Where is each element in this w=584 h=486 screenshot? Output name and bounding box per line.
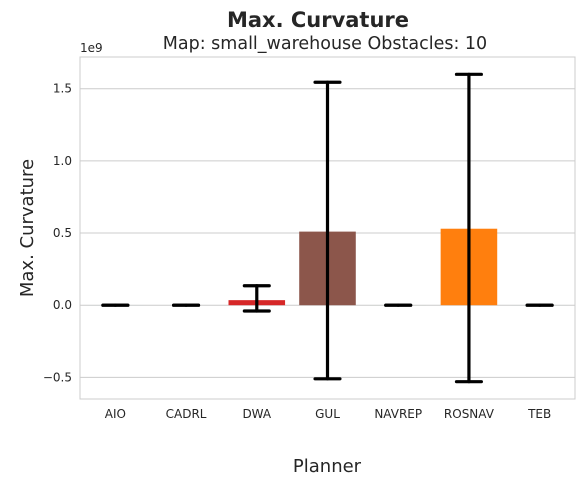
chart-title: Max. Curvature (227, 8, 409, 32)
x-tick-label: DWA (242, 407, 271, 421)
error-bar-gul (313, 80, 342, 381)
y-tick-label: 1.0 (53, 154, 72, 168)
y-tick-label: 0.5 (53, 226, 72, 240)
y-axis-label: Max. Curvature (17, 159, 38, 297)
error-bar-rosnav (454, 72, 483, 384)
x-tick-label: AIO (105, 407, 126, 421)
error-bar-dwa (242, 284, 271, 313)
y-tick-label: 1.5 (53, 82, 72, 96)
x-tick-label: CADRL (166, 407, 207, 421)
x-tick-labels: AIO CADRL DWA GUL NAVREP ROSNAV TEB (105, 407, 551, 421)
x-tick-label: NAVREP (374, 407, 422, 421)
x-tick-label: ROSNAV (444, 407, 495, 421)
y-axis-offset-label: 1e9 (80, 41, 103, 55)
error-bar-layer (101, 72, 554, 384)
plot-frame (79, 56, 576, 400)
x-axis-label: Planner (293, 456, 362, 477)
x-tick-label: TEB (527, 407, 551, 421)
x-tick-label: GUL (315, 407, 340, 421)
y-tick-labels: −0.5 0.0 0.5 1.0 1.5 (43, 82, 72, 385)
chart-subtitle: Map: small_warehouse Obstacles: 10 (163, 34, 487, 54)
y-tick-label: 0.0 (53, 298, 72, 312)
y-tick-label: −0.5 (43, 370, 72, 384)
